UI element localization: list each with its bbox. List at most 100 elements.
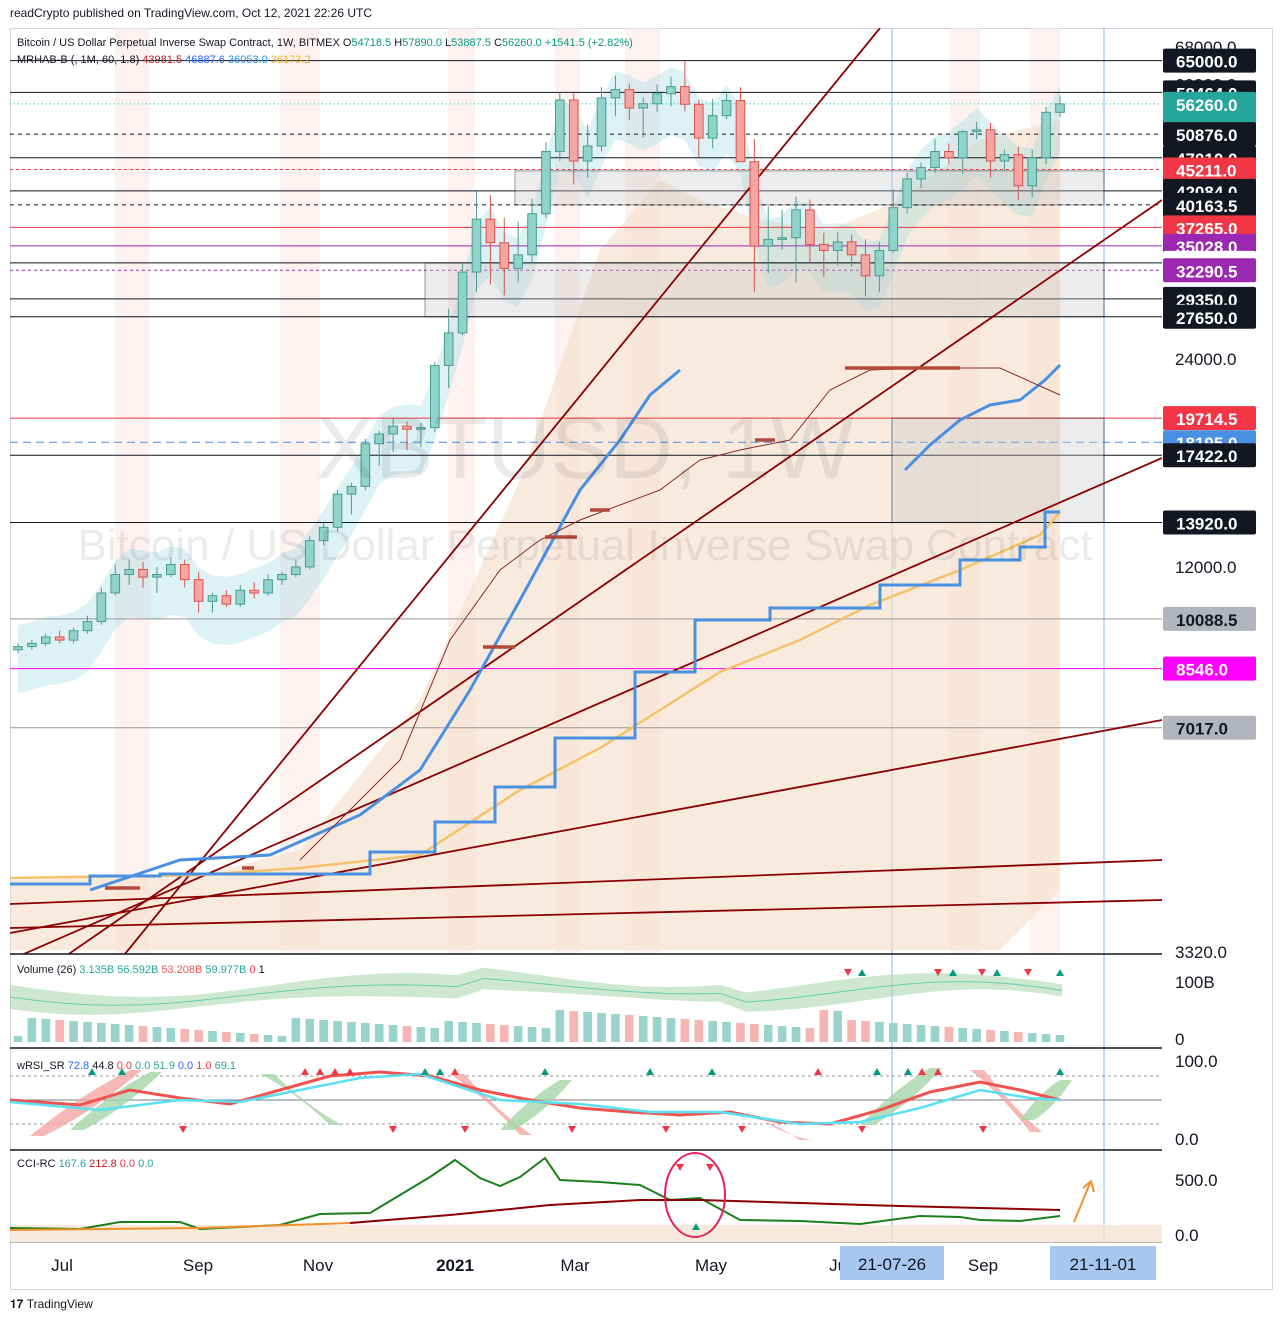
- candle-body: [96, 592, 107, 623]
- volume-bar: [611, 1014, 620, 1042]
- tradingview-brand: TradingView: [26, 1297, 93, 1311]
- candle-body: [680, 86, 690, 105]
- candle-body: [902, 178, 912, 209]
- time-tick-label: May: [695, 1256, 728, 1275]
- rsi-arrow-down: [179, 1126, 187, 1133]
- candle-body: [138, 568, 148, 578]
- volume-bar: [694, 1020, 704, 1042]
- rsi-arrow-up: [904, 1068, 912, 1075]
- pane-value: 59.977B: [205, 964, 249, 976]
- volume-bar: [83, 1022, 92, 1042]
- stepped-support-line: [10, 510, 1060, 886]
- volume-bar: [1055, 1035, 1065, 1042]
- candle-body: [777, 237, 787, 240]
- volume-bar: [652, 1017, 662, 1042]
- volume-bar: [27, 1018, 37, 1042]
- volume-bar: [777, 1026, 787, 1042]
- trend-line: [10, 899, 1162, 929]
- watermark-name: Bitcoin / US Dollar Perpetual Inverse Sw…: [78, 521, 1093, 570]
- volume-bar: [333, 1021, 342, 1042]
- volume-bar: [763, 1025, 773, 1042]
- pane-legend: CCI-RC 167.6 212.8 0.0 0.0: [17, 1158, 153, 1170]
- pane-name: Volume (26): [17, 964, 79, 976]
- volume-bar: [1027, 1033, 1037, 1042]
- pane-value: 1: [259, 964, 265, 976]
- volume-bar: [263, 1035, 273, 1042]
- volume-bar: [291, 1018, 301, 1042]
- volume-bar: [388, 1025, 398, 1042]
- volume-bar: [138, 1026, 148, 1042]
- candle-body: [471, 218, 482, 273]
- price-label-text: 7017.0: [1176, 720, 1228, 739]
- price-label-badge: [1163, 510, 1256, 535]
- candle-body: [791, 209, 801, 239]
- candle-body: [652, 93, 662, 105]
- date-badge: [1050, 1246, 1156, 1280]
- candle-body: [874, 249, 885, 277]
- pane-value: 56.592B: [117, 964, 161, 976]
- rsi-arrow-up: [88, 1068, 96, 1075]
- tradingview-footer: 𝟏𝟕 TradingView: [10, 1297, 93, 1312]
- candle-body: [805, 209, 815, 245]
- pane-value: 1.0: [196, 1060, 214, 1072]
- volume-bar: [527, 1027, 537, 1042]
- signal-arrow: [993, 969, 1001, 976]
- price-label-badge: [1163, 715, 1256, 740]
- price-label-badge: [1163, 258, 1256, 283]
- tradingview-logo-icon: 𝟏𝟕: [10, 1297, 24, 1311]
- watermark: XBTUSD, 1W Bitcoin / US Dollar Perpetual …: [78, 398, 1093, 570]
- candle-body: [277, 574, 287, 581]
- symbol-legend: Bitcoin / US Dollar Perpetual Inverse Sw…: [17, 37, 633, 49]
- candle-body: [846, 241, 857, 256]
- volume-bar: [430, 1028, 440, 1042]
- rsi-ribbon: [260, 1074, 342, 1125]
- candle-body: [443, 332, 454, 367]
- volume-bar: [41, 1019, 51, 1042]
- trend-line: [21, 457, 1162, 954]
- cci-signal-line-start: [10, 1222, 351, 1231]
- price-label-badge: [1163, 122, 1256, 147]
- volume-bar: [708, 1021, 717, 1042]
- pane-value: 0.0: [138, 1158, 153, 1170]
- candle-body: [485, 218, 496, 244]
- price-label-text: 17422.0: [1176, 447, 1237, 466]
- rsi-arrow-up: [421, 1068, 429, 1075]
- highlight-stripe: [280, 28, 320, 954]
- price-tick-label: 12000.0: [1175, 558, 1236, 577]
- price-label-badge: [1163, 48, 1256, 73]
- rsi-arrow-down: [858, 1126, 866, 1133]
- price-label-badge: [1163, 215, 1256, 240]
- candle-body: [235, 589, 246, 605]
- price-label-badge: [1163, 656, 1256, 681]
- date-badge-text: 21-11-01: [1070, 1255, 1137, 1274]
- candle-body: [388, 425, 398, 435]
- volume-bar: [402, 1026, 412, 1042]
- rsi-arrow-up: [118, 1068, 126, 1075]
- rsi-ribbon: [740, 1115, 812, 1140]
- highlight-stripe: [115, 28, 150, 954]
- rsi-ribbon: [970, 1070, 1042, 1132]
- price-label-text: 32290.5: [1176, 262, 1237, 281]
- candle-body: [819, 243, 829, 251]
- volume-bar: [833, 1011, 843, 1042]
- indicator-value: 36053.0: [228, 54, 271, 66]
- ohlc-key: H: [394, 37, 402, 49]
- volume-bar: [97, 1023, 106, 1042]
- support-zone-box: [424, 262, 1105, 318]
- signal-arrow: [1056, 969, 1064, 976]
- cci-arrow-down: [676, 1164, 684, 1171]
- volume-bar: [736, 1023, 745, 1042]
- candle-body: [332, 493, 343, 528]
- candle-body: [54, 636, 65, 641]
- watermark-ticker: XBTUSD, 1W: [316, 398, 854, 497]
- volume-bar: [819, 1010, 829, 1042]
- rsi-arrow-up-red: [301, 1068, 309, 1075]
- rsi-ribbon: [70, 1072, 162, 1130]
- candle-body: [499, 242, 510, 269]
- price-label-text: 10088.5: [1176, 611, 1237, 630]
- rsi-arrow-up: [541, 1068, 549, 1075]
- candle-body: [110, 574, 121, 594]
- candle-body: [957, 131, 968, 159]
- volume-bar: [13, 1036, 23, 1042]
